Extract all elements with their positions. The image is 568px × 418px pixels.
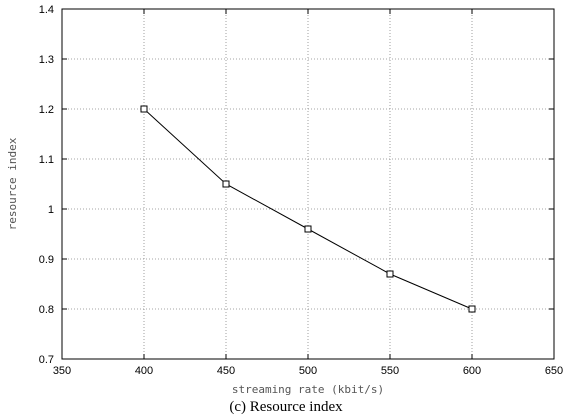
x-tick-label: 500 (299, 365, 317, 377)
y-tick-label: 1 (48, 204, 54, 216)
data-point-marker (469, 306, 475, 312)
y-tick-label: 1.3 (39, 54, 54, 66)
x-tick-label: 650 (545, 365, 563, 377)
x-tick-label: 450 (217, 365, 235, 377)
y-tick-label: 1.1 (39, 154, 54, 166)
x-tick-label: 550 (381, 365, 399, 377)
y-tick-label: 1.4 (39, 4, 54, 16)
y-tick-label: 0.7 (39, 354, 54, 366)
ticks: 350 400 450 500 550 600 650 0.7 0.8 0.9 1 1.1 1.2 1.3… (39, 4, 563, 377)
y-tick-label: 0.8 (39, 304, 54, 316)
grid (62, 9, 554, 359)
data-point-marker (141, 106, 147, 112)
x-tick-label: 600 (463, 365, 481, 377)
y-axis-label: resource index (6, 137, 19, 230)
x-axis-label: streaming rate (kbit/s) (232, 383, 384, 396)
figure-caption: (c) Resource index (229, 399, 343, 415)
x-tick-label: 400 (135, 365, 153, 377)
data-point-marker (223, 181, 229, 187)
x-tick-label: 350 (53, 365, 71, 377)
data-point-marker (387, 271, 393, 277)
data-point-marker (305, 226, 311, 232)
y-tick-label: 1.2 (39, 104, 54, 116)
y-tick-label: 0.9 (39, 254, 54, 266)
